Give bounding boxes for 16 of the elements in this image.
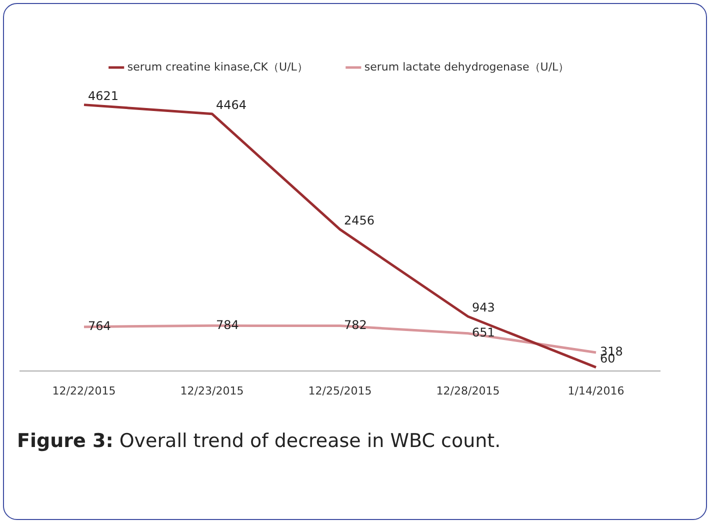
data-label: 2456 — [344, 214, 375, 228]
legend-label: serum creatine kinase,CK（U/L） — [127, 60, 308, 74]
data-label: 943 — [472, 300, 495, 315]
data-label: 4621 — [88, 88, 119, 103]
x-tick-label: 12/22/2015 — [52, 384, 116, 398]
x-tick-label: 12/23/2015 — [180, 384, 244, 398]
data-label: 4464 — [216, 98, 247, 112]
x-tick-label: 1/14/2016 — [568, 384, 624, 398]
x-tick-label: 12/25/2015 — [308, 384, 372, 398]
x-tick-label: 12/28/2015 — [436, 384, 500, 398]
data-label: 784 — [216, 318, 239, 332]
data-label: 782 — [344, 318, 367, 332]
caption: Figure 3: Overall trend of decrease in WBC count. — [17, 430, 501, 452]
legend-label: serum lactate dehydrogenase（U/L） — [364, 60, 570, 74]
data-label: 764 — [88, 318, 111, 333]
data-label: 651 — [472, 325, 495, 340]
